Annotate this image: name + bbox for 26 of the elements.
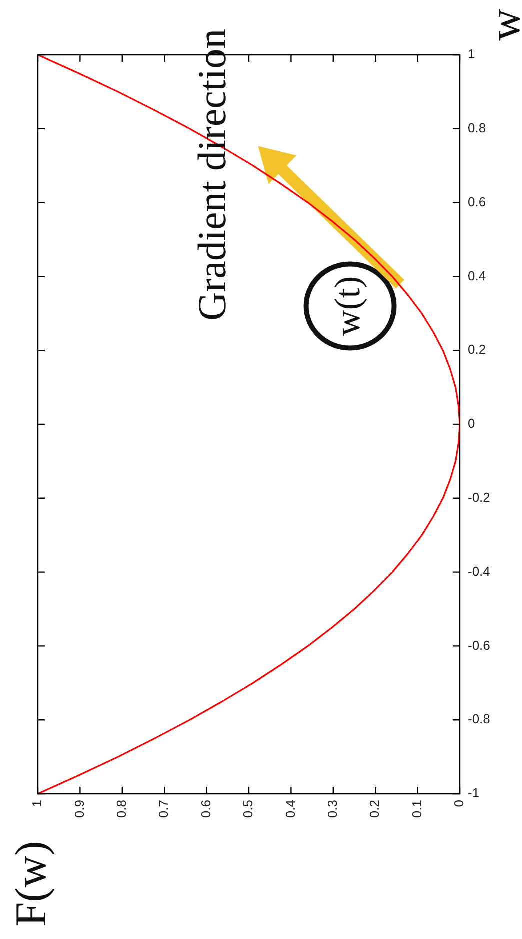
annotation: w(t) — [328, 276, 368, 336]
x-tick-label: 0.6 — [198, 800, 214, 818]
y-tick-label: 0.2 — [468, 342, 486, 358]
y-tick-label: -0.8 — [468, 712, 490, 727]
y-tick-label: 1 — [468, 46, 476, 62]
x-tick-label: 0 — [452, 800, 467, 808]
annotation: Gradient direction — [190, 28, 235, 322]
y-axis-title: w — [480, 8, 522, 41]
x-tick-label: 1 — [30, 800, 45, 808]
x-tick-label: 0.8 — [114, 800, 129, 818]
y-tick-label: -0.4 — [468, 564, 490, 579]
x-tick-label: 0.1 — [409, 800, 424, 818]
x-tick-label: 0.4 — [282, 800, 298, 818]
y-tick-label: 0 — [468, 416, 476, 432]
x-tick-label: 0.7 — [156, 800, 172, 818]
x-tick-label: 0.5 — [240, 800, 256, 818]
x-tick-label: 0.2 — [367, 800, 382, 818]
x-tick-label: 0.9 — [72, 800, 87, 818]
y-tick-label: -0.6 — [468, 638, 490, 653]
text: F(w) — [6, 841, 56, 927]
y-tick-label: -1 — [468, 786, 480, 801]
x-tick-label: 0.3 — [324, 800, 340, 818]
y-tick-label: 0.8 — [468, 120, 486, 136]
y-tick-label: 0.4 — [468, 268, 486, 284]
y-tick-label: 0.6 — [468, 194, 486, 210]
y-tick-label: -0.2 — [468, 490, 490, 505]
